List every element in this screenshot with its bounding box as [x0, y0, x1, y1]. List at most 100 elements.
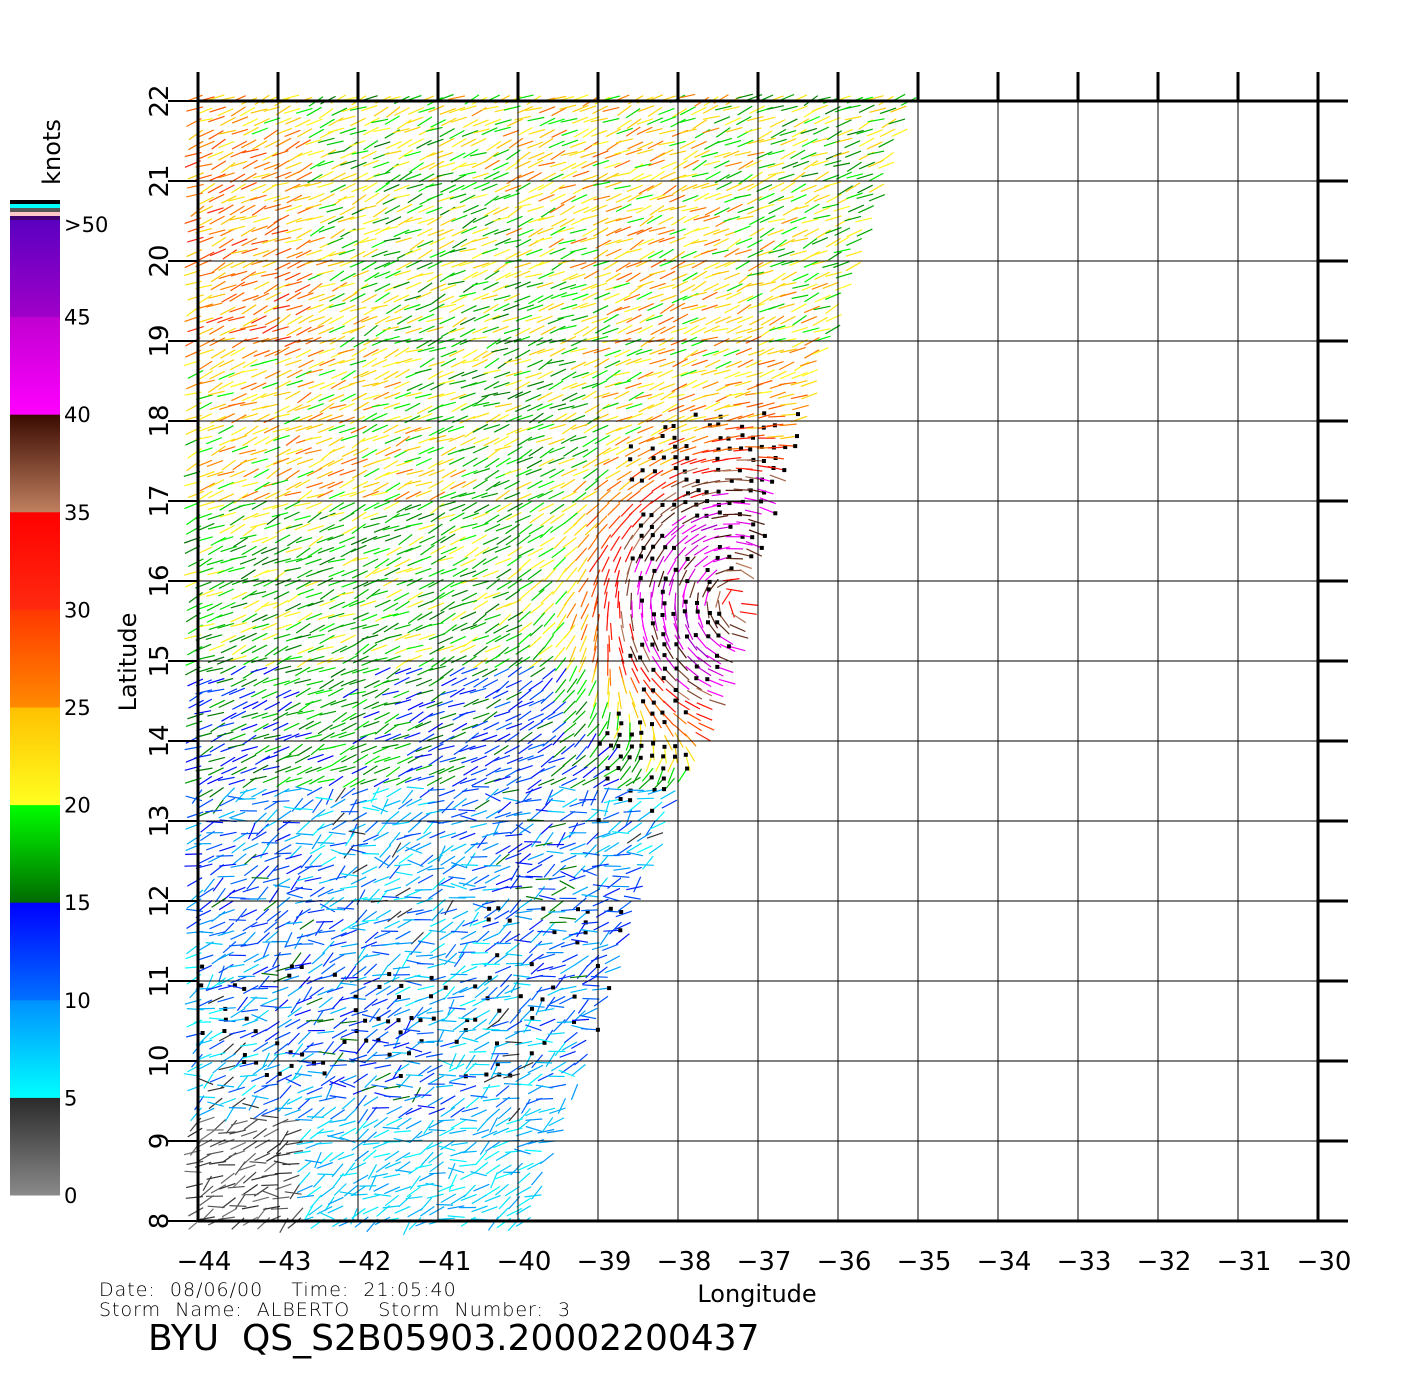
wind-vector — [655, 546, 666, 562]
wind-vector — [613, 867, 631, 871]
wind-vector — [506, 756, 524, 765]
wind-vector — [671, 457, 688, 466]
wind-vector — [338, 282, 355, 289]
wind-vector — [474, 547, 490, 558]
rain-flag — [473, 1017, 478, 1022]
rain-flag — [650, 621, 655, 626]
wind-vector — [572, 206, 590, 215]
wind-vector — [208, 1052, 226, 1058]
wind-vector — [485, 634, 502, 645]
wind-vector — [384, 1075, 402, 1083]
wind-vector — [286, 404, 303, 414]
wind-vector — [459, 248, 477, 253]
wind-vector — [593, 569, 601, 586]
wind-vector — [527, 1085, 544, 1095]
wind-vector — [427, 1064, 443, 1074]
wind-vector — [552, 557, 566, 570]
wind-vector — [381, 225, 399, 232]
wind-vector — [341, 568, 358, 577]
wind-vector — [551, 547, 566, 559]
wind-vector — [744, 509, 762, 515]
wind-vector — [507, 611, 524, 621]
wind-vector — [437, 195, 454, 203]
wind-vector — [353, 753, 369, 764]
wind-vector — [296, 779, 313, 788]
wind-vector — [621, 677, 628, 694]
wind-vector — [833, 261, 850, 269]
wind-vector — [425, 126, 443, 132]
wind-vector — [594, 469, 609, 481]
wind-vector — [375, 292, 391, 303]
wind-vector — [370, 515, 388, 521]
wind-vector — [472, 128, 490, 134]
rain-flag — [638, 720, 643, 725]
wind-vector — [537, 423, 555, 431]
wind-vector — [428, 755, 444, 766]
rain-flag — [715, 620, 720, 625]
wind-vector — [592, 150, 609, 158]
wind-vector — [329, 335, 346, 345]
wind-vector — [240, 723, 258, 731]
wind-vector — [452, 415, 469, 424]
wind-vector — [307, 511, 322, 524]
wind-vector — [417, 346, 435, 353]
wind-vector — [396, 460, 413, 467]
wind-vector — [186, 183, 204, 189]
wind-vector — [604, 799, 611, 817]
wind-vector — [484, 874, 501, 884]
wind-vector — [560, 854, 577, 863]
wind-vector — [555, 668, 567, 683]
wind-vector — [217, 1084, 235, 1088]
wind-vector — [243, 953, 259, 963]
wind-vector — [374, 283, 391, 292]
wind-vector — [392, 611, 410, 617]
wind-vector — [587, 535, 599, 551]
wind-vector — [526, 304, 544, 311]
wind-vector — [679, 284, 696, 294]
wind-vector — [230, 602, 248, 609]
wind-vector — [284, 1018, 301, 1028]
wind-vector — [187, 447, 203, 459]
wind-vector — [423, 820, 435, 834]
wind-vector — [437, 745, 455, 751]
wind-vector — [538, 137, 554, 149]
wind-vector — [406, 470, 424, 475]
wind-vector — [406, 644, 424, 650]
wind-vector — [396, 261, 412, 271]
wind-vector — [208, 1097, 223, 1110]
wind-vector — [733, 488, 751, 491]
wind-vector — [640, 336, 655, 348]
wind-vector — [404, 974, 421, 980]
wind-vector — [207, 207, 224, 214]
wind-vector — [262, 775, 279, 784]
wind-vector — [527, 754, 544, 761]
wind-vector — [678, 569, 688, 586]
wind-vector — [395, 887, 411, 897]
wind-vector — [415, 954, 434, 957]
wind-vector — [428, 1107, 445, 1115]
wind-vector — [209, 1030, 225, 1040]
wind-vector — [441, 677, 457, 687]
wind-vector — [211, 897, 227, 908]
wind-vector — [328, 302, 346, 308]
wind-vector — [328, 250, 346, 257]
wind-vector — [361, 689, 378, 697]
wind-vector — [274, 262, 291, 271]
wind-vector — [264, 139, 281, 149]
wind-vector — [502, 921, 520, 927]
wind-vector — [639, 314, 655, 324]
wind-vector — [405, 522, 423, 528]
wind-vector — [217, 622, 234, 629]
wind-vector — [251, 788, 267, 798]
wind-vector — [612, 546, 622, 562]
wind-vector — [283, 511, 300, 520]
wind-vector — [800, 380, 818, 388]
wind-vector — [300, 1042, 315, 1055]
wind-vector — [680, 250, 697, 259]
wind-vector — [340, 173, 357, 181]
wind-vector — [241, 545, 257, 556]
wind-vector — [472, 635, 490, 642]
wind-vector — [663, 603, 667, 621]
wind-vector — [615, 262, 631, 273]
wind-vector — [207, 471, 224, 478]
